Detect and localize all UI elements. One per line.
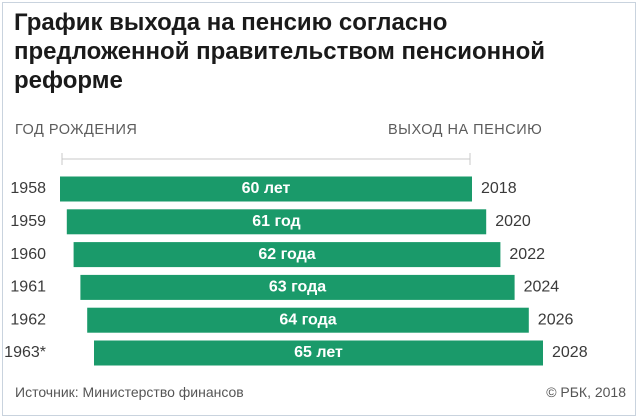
- retirement-age-label: 62 года: [258, 246, 315, 263]
- birth-year-label: 1963*: [4, 344, 46, 361]
- bar-1958: [60, 176, 472, 202]
- retirement-age-label: 65 лет: [294, 344, 343, 361]
- bar-1962: [87, 307, 529, 333]
- retirement-year-label: 2026: [538, 311, 574, 328]
- birth-year-label: 1962: [10, 311, 46, 328]
- bar-1960: [73, 242, 501, 268]
- retirement-header: ВЫХОД НА ПЕНСИЮ: [388, 122, 543, 138]
- bar-1963*: [94, 340, 543, 366]
- retirement-year-label: 2020: [495, 213, 531, 230]
- copyright-note: © РБК, 2018: [546, 384, 626, 400]
- retirement-age-label: 64 года: [279, 311, 336, 328]
- birth-year-header: ГОД РОЖДЕНИЯ: [15, 122, 138, 138]
- birth-year-label: 1960: [10, 246, 46, 263]
- source-note: Источник: Министерство финансов: [15, 384, 244, 400]
- retirement-year-label: 2024: [524, 279, 560, 296]
- retirement-year-label: 2028: [552, 344, 588, 361]
- birth-year-label: 1959: [10, 213, 46, 230]
- retirement-year-label: 2018: [481, 180, 517, 197]
- retirement-age-label: 60 лет: [242, 180, 291, 197]
- birth-year-label: 1961: [10, 279, 46, 296]
- retirement-year-label: 2022: [509, 246, 545, 263]
- retirement-age-label: 63 года: [269, 279, 326, 296]
- bar-1961: [80, 274, 515, 300]
- retirement-age-label: 61 год: [252, 213, 300, 230]
- bar-1959: [66, 209, 487, 235]
- birth-year-label: 1958: [10, 180, 46, 197]
- chart-title: График выхода на пенсию согласно предлож…: [14, 9, 546, 94]
